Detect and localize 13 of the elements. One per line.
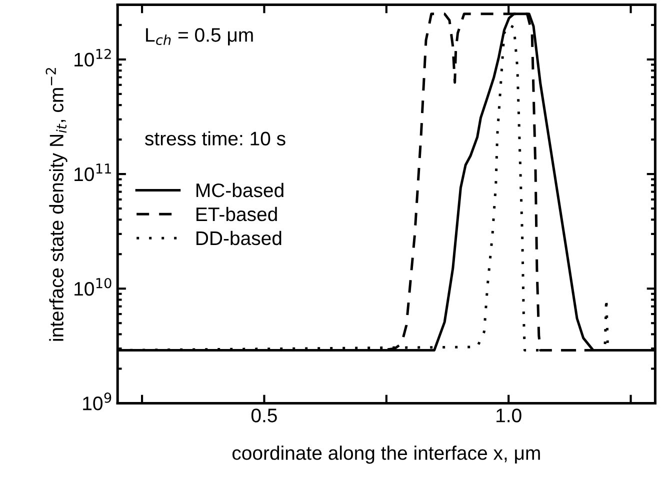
y-tick-label: 10$^{11}$: [74, 164, 111, 182]
annotation: L$_{ch}$ = 0.5 μm: [146, 28, 253, 46]
x-tick-label: 1.0: [496, 408, 522, 422]
x-axis-title: coordinate along the interface x, μm: [232, 446, 540, 464]
y-axis-title: interface state density N$_{it}$, cm$^{−2}$: [46, 68, 68, 341]
y-tick-label: 10$^{12}$: [74, 48, 111, 67]
legend-label: DD-based: [196, 230, 282, 246]
y-tick-label: 10$^{9}$: [83, 392, 112, 410]
annotation: stress time: 10 s: [145, 131, 286, 146]
legend-label: MC-based: [196, 182, 284, 198]
legend-label: ET-based: [196, 206, 277, 222]
x-tick-label: 0.5: [251, 408, 277, 422]
y-tick-label: 10$^{10}$: [74, 278, 112, 296]
